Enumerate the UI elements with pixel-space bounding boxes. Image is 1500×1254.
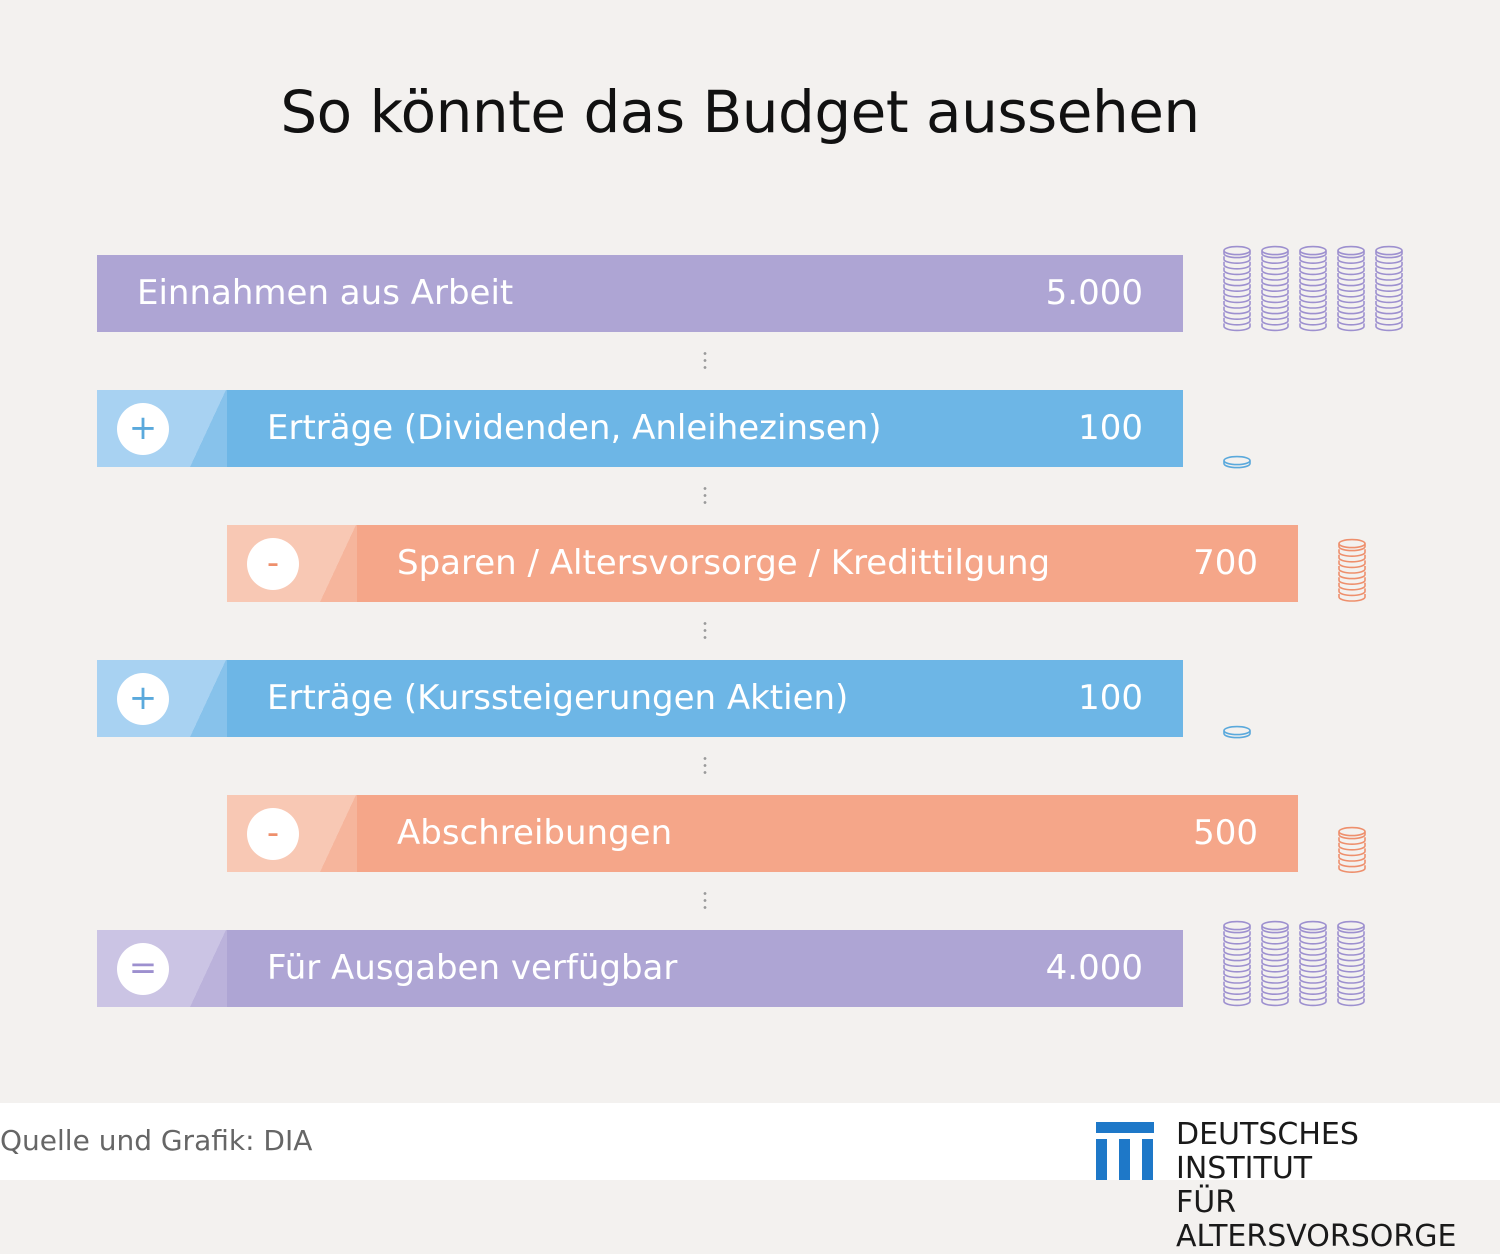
- row-label: Für Ausgaben verfügbar: [267, 948, 678, 988]
- budget-bar: Für Ausgaben verfügbar 4.000: [227, 930, 1183, 1007]
- footer: [0, 1103, 1500, 1180]
- budget-row-1: Einnahmen aus Arbeit 5.000: [97, 255, 1183, 332]
- logo-line-1: DEUTSCHES INSTITUT: [1176, 1117, 1359, 1186]
- minus-icon: -: [247, 808, 299, 860]
- connector-dots: [703, 350, 707, 372]
- operator-zone: +: [97, 390, 227, 467]
- row-label: Abschreibungen: [397, 813, 673, 853]
- operator-stripe: [319, 525, 357, 602]
- operator-stripe: [189, 660, 227, 737]
- budget-bar: Erträge (Kurssteigerungen Aktien) 100: [227, 660, 1183, 737]
- logo-line-2: FÜR ALTERSVORSORGE: [1176, 1185, 1457, 1254]
- budget-row-6: = Für Ausgaben verfügbar 4.000: [97, 930, 1183, 1007]
- operator-stripe: [189, 390, 227, 467]
- operator-zone: -: [227, 795, 357, 872]
- coin-stack-icon: [1338, 538, 1366, 602]
- coin-stack-icon: [1223, 726, 1251, 739]
- dia-logo-text: DEUTSCHES INSTITUT FÜR ALTERSVORSORGE: [1176, 1118, 1500, 1254]
- row-label: Erträge (Kurssteigerungen Aktien): [267, 678, 849, 718]
- operator-zone: -: [227, 525, 357, 602]
- operator-stripe: [189, 930, 227, 1007]
- row-value: 100: [1078, 408, 1143, 448]
- budget-row-4: + Erträge (Kurssteigerungen Aktien) 100: [97, 660, 1183, 737]
- plus-icon: +: [117, 403, 169, 455]
- operator-stripe: [319, 795, 357, 872]
- budget-bar: Erträge (Dividenden, Anleihezinsen) 100: [227, 390, 1183, 467]
- row-label: Einnahmen aus Arbeit: [137, 273, 514, 313]
- budget-bar: Sparen / Altersvorsorge / Kredittilgung 7…: [357, 525, 1298, 602]
- connector-dots: [703, 620, 707, 642]
- budget-bar: Einnahmen aus Arbeit 5.000: [97, 255, 1183, 332]
- budget-bar: Abschreibungen 500: [357, 795, 1298, 872]
- coin-stack-icon: [1223, 920, 1365, 1006]
- row-value: 100: [1078, 678, 1143, 718]
- row-value: 700: [1193, 543, 1258, 583]
- budget-row-2: + Erträge (Dividenden, Anleihezinsen) 100: [97, 390, 1183, 467]
- budget-row-3: - Sparen / Altersvorsorge / Kredittilgung…: [227, 525, 1298, 602]
- plus-icon: +: [117, 673, 169, 725]
- connector-dots: [703, 485, 707, 507]
- coin-stack-icon: [1223, 245, 1403, 331]
- row-value: 4.000: [1045, 948, 1143, 988]
- minus-icon: -: [247, 538, 299, 590]
- connector-dots: [703, 755, 707, 777]
- operator-zone: =: [97, 930, 227, 1007]
- equals-icon: =: [117, 943, 169, 995]
- row-value: 5.000: [1045, 273, 1143, 313]
- page-title: So könnte das Budget aussehen: [280, 78, 1200, 146]
- source-credit: Quelle und Grafik: DIA: [0, 1124, 313, 1157]
- dia-logo-icon: [1096, 1122, 1154, 1180]
- coin-stack-icon: [1223, 456, 1251, 469]
- row-label: Erträge (Dividenden, Anleihezinsen): [267, 408, 882, 448]
- connector-dots: [703, 890, 707, 912]
- budget-row-5: - Abschreibungen 500: [227, 795, 1298, 872]
- operator-zone: +: [97, 660, 227, 737]
- row-label: Sparen / Altersvorsorge / Kredittilgung: [397, 543, 1051, 583]
- coin-stack-icon: [1338, 826, 1366, 873]
- row-value: 500: [1193, 813, 1258, 853]
